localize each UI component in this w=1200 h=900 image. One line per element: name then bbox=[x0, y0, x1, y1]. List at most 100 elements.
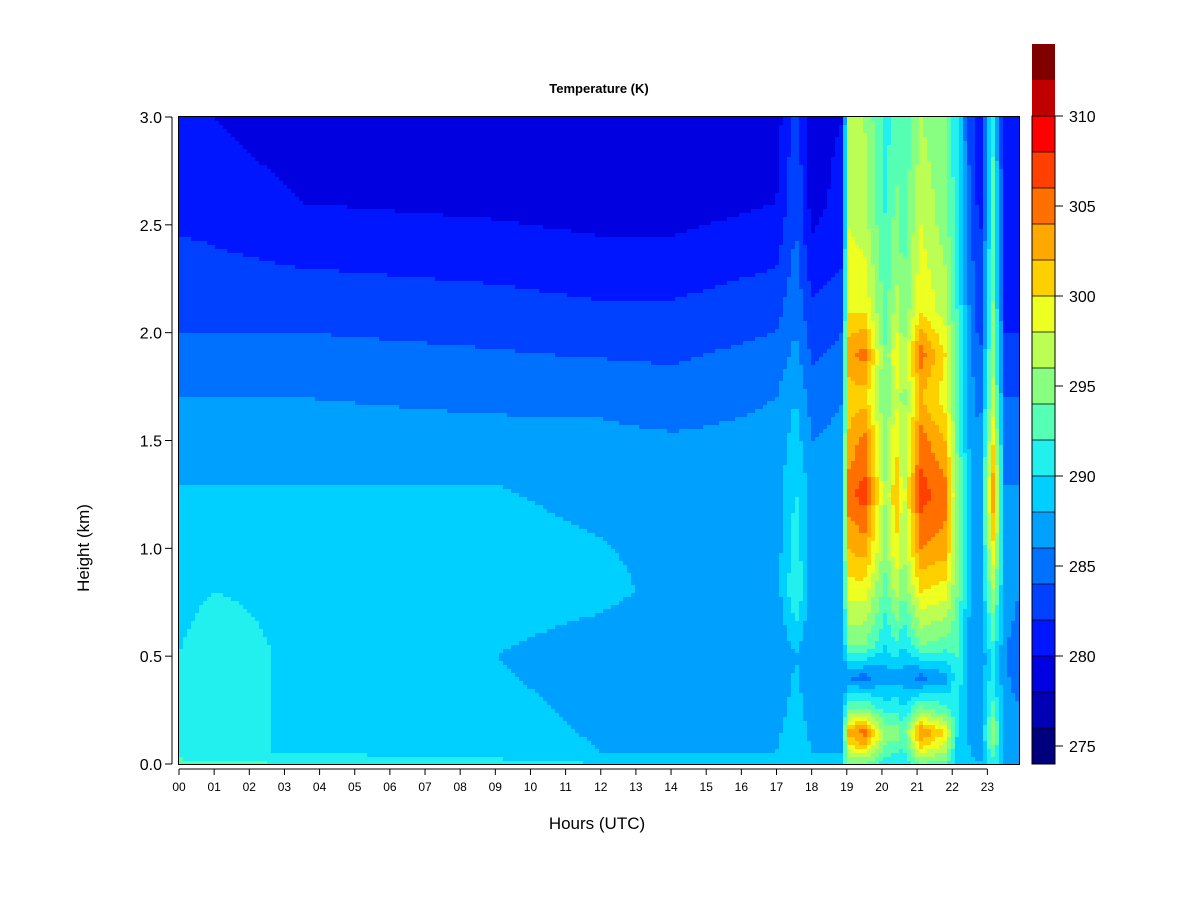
heatmap-cell bbox=[215, 337, 220, 342]
heatmap-cell bbox=[247, 545, 252, 550]
heatmap-cell bbox=[227, 233, 232, 238]
heatmap-cell bbox=[299, 237, 304, 242]
heatmap-cell bbox=[199, 189, 204, 194]
heatmap-cell bbox=[275, 645, 280, 650]
heatmap-cell bbox=[223, 629, 228, 634]
heatmap-cell bbox=[239, 401, 244, 406]
heatmap-cell bbox=[243, 629, 248, 634]
heatmap-cell bbox=[271, 129, 276, 134]
heatmap-cell bbox=[183, 153, 188, 158]
heatmap-cell bbox=[255, 145, 260, 150]
heatmap-cell bbox=[271, 485, 276, 490]
heatmap-cell bbox=[263, 681, 268, 686]
heatmap-cell bbox=[299, 369, 304, 374]
heatmap-cell bbox=[199, 541, 204, 546]
heatmap-cell bbox=[227, 713, 232, 718]
heatmap-cell bbox=[259, 209, 264, 214]
heatmap-cell bbox=[243, 237, 248, 242]
heatmap-cell bbox=[187, 161, 192, 166]
heatmap-cell bbox=[287, 385, 292, 390]
heatmap-cell bbox=[295, 625, 300, 630]
heatmap-cell bbox=[283, 585, 288, 590]
heatmap-cell bbox=[287, 149, 292, 154]
heatmap-cell bbox=[291, 313, 296, 318]
heatmap-cell bbox=[251, 449, 256, 454]
heatmap-cell bbox=[267, 497, 272, 502]
heatmap-cell bbox=[255, 613, 260, 618]
heatmap-cell bbox=[207, 289, 212, 294]
heatmap-cell bbox=[191, 125, 196, 130]
heatmap-cell bbox=[255, 593, 260, 598]
heatmap-cell bbox=[183, 445, 188, 450]
heatmap-cell bbox=[271, 685, 276, 690]
heatmap-cell bbox=[195, 129, 200, 134]
heatmap-cell bbox=[231, 553, 236, 558]
heatmap-cell bbox=[227, 485, 232, 490]
heatmap-cell bbox=[223, 653, 228, 658]
heatmap-cell bbox=[247, 521, 252, 526]
heatmap-cell bbox=[271, 249, 276, 254]
heatmap-cell bbox=[275, 425, 280, 430]
heatmap-cell bbox=[291, 409, 296, 414]
heatmap-cell bbox=[183, 313, 188, 318]
heatmap-cell bbox=[259, 717, 264, 722]
heatmap-cell bbox=[203, 625, 208, 630]
heatmap-cell bbox=[247, 181, 252, 186]
heatmap-cell bbox=[259, 245, 264, 250]
heatmap-cell bbox=[235, 465, 240, 470]
heatmap-cell bbox=[195, 397, 200, 402]
heatmap-cell bbox=[183, 289, 188, 294]
heatmap-cell bbox=[187, 625, 192, 630]
heatmap-cell bbox=[287, 389, 292, 394]
heatmap-cell bbox=[211, 541, 216, 546]
heatmap-cell bbox=[231, 381, 236, 386]
heatmap-cell bbox=[275, 377, 280, 382]
heatmap-cell bbox=[275, 209, 280, 214]
heatmap-cell bbox=[211, 193, 216, 198]
heatmap-cell bbox=[223, 717, 228, 722]
heatmap-cell bbox=[183, 145, 188, 150]
heatmap-cell bbox=[183, 653, 188, 658]
heatmap-cell bbox=[231, 393, 236, 398]
heatmap-cell bbox=[295, 733, 300, 738]
heatmap-cell bbox=[267, 609, 272, 614]
heatmap-cell bbox=[271, 665, 276, 670]
heatmap-cell bbox=[299, 281, 304, 286]
heatmap-cell bbox=[279, 201, 284, 206]
heatmap-cell bbox=[255, 321, 260, 326]
heatmap-cell bbox=[263, 281, 268, 286]
heatmap-cell bbox=[227, 745, 232, 750]
heatmap-cell bbox=[259, 749, 264, 754]
heatmap-cell bbox=[295, 653, 300, 658]
heatmap-cell bbox=[239, 145, 244, 150]
heatmap-cell bbox=[207, 573, 212, 578]
heatmap-cell bbox=[207, 393, 212, 398]
heatmap-cell bbox=[215, 513, 220, 518]
heatmap-cell bbox=[183, 237, 188, 242]
heatmap-cell bbox=[267, 321, 272, 326]
heatmap-cell bbox=[247, 621, 252, 626]
heatmap-cell bbox=[203, 585, 208, 590]
heatmap-cell bbox=[231, 165, 236, 170]
heatmap-cell bbox=[291, 377, 296, 382]
heatmap-cell bbox=[203, 265, 208, 270]
heatmap-cell bbox=[195, 281, 200, 286]
heatmap-cell bbox=[231, 401, 236, 406]
heatmap-cell bbox=[191, 409, 196, 414]
heatmap-cell bbox=[279, 353, 284, 358]
heatmap-cell bbox=[231, 713, 236, 718]
heatmap-cell bbox=[219, 341, 224, 346]
heatmap-cell bbox=[299, 653, 304, 658]
heatmap-cell bbox=[267, 749, 272, 754]
heatmap-cell bbox=[179, 613, 184, 618]
heatmap-cell bbox=[295, 521, 300, 526]
heatmap-cell bbox=[255, 377, 260, 382]
heatmap-cell bbox=[299, 189, 304, 194]
heatmap-cell bbox=[271, 285, 276, 290]
heatmap-cell bbox=[287, 377, 292, 382]
heatmap-cell bbox=[195, 201, 200, 206]
heatmap-cell bbox=[267, 725, 272, 730]
heatmap-cell bbox=[235, 569, 240, 574]
heatmap-cell bbox=[215, 677, 220, 682]
heatmap-cell bbox=[267, 361, 272, 366]
